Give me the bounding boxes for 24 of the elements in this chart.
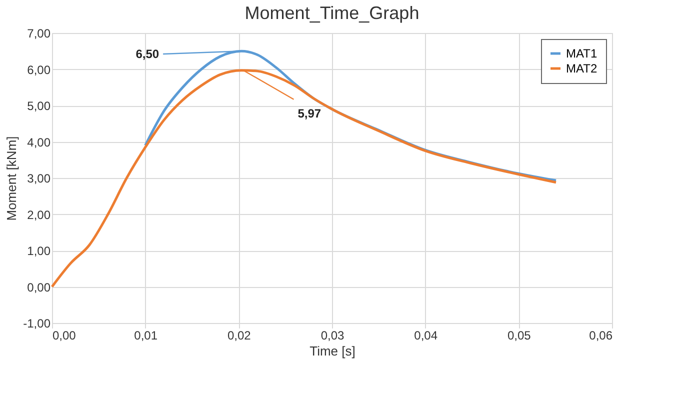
y-tick-label: 6,00 [27,62,51,77]
x-tick-label: 0,05 [507,328,532,342]
legend-label: MAT1 [566,46,598,60]
annotation: 6,50 [136,47,160,62]
legend-label: MAT2 [566,62,598,76]
x-tick-label: 0,06 [589,328,613,342]
y-tick-label: 7,00 [27,26,51,40]
x-tick-label: 0,01 [134,328,158,342]
x-tick-label: 0,03 [320,328,344,342]
x-tick-label: 0,04 [414,328,438,342]
annotation: 5,97 [298,106,322,120]
y-tick-label: 5,00 [27,99,51,113]
x-axis-title: Time [s] [310,344,356,358]
y-tick-label: -1,00 [23,316,51,330]
y-tick-label: 4,00 [27,135,51,150]
x-tick-label: 0,00 [52,328,76,342]
y-tick-label: 2,00 [27,208,51,222]
x-tick-label: 0,02 [227,328,252,342]
line-series [50,69,558,288]
y-tick-label: 3,00 [27,172,51,186]
y-axis-title: Moment [kNm] [4,136,20,221]
chart-title: Moment_Time_Graph [244,3,420,23]
y-tick-label: 1,00 [27,244,51,258]
y-tick-label: 0,00 [27,280,51,294]
